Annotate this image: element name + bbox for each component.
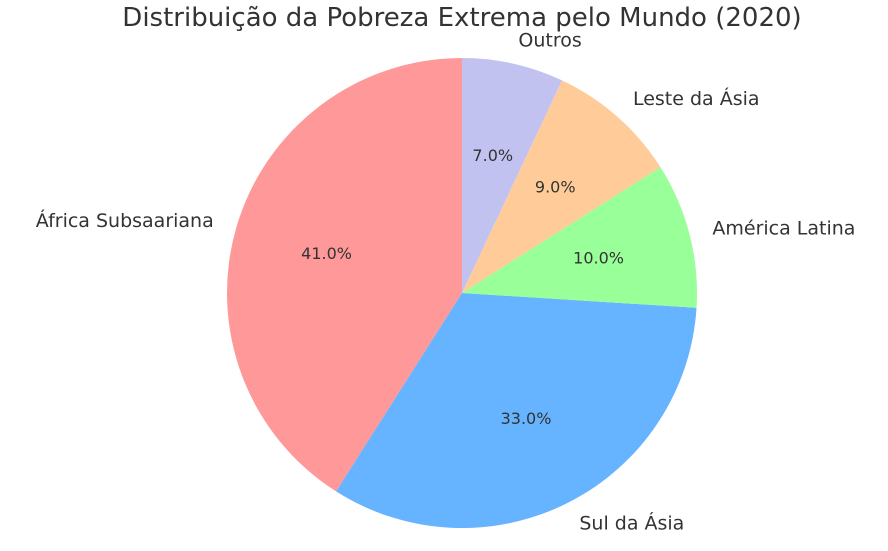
pie-slice	[462, 58, 563, 293]
slice-percent-label: 10.0%	[573, 248, 624, 267]
slice-category-label: Leste da Ásia	[633, 87, 760, 110]
pie-slice	[336, 293, 697, 528]
pie-slice	[227, 58, 462, 492]
slice-percent-label: 33.0%	[501, 409, 552, 428]
slice-category-label: Outros	[518, 30, 581, 52]
pie-slices	[227, 58, 697, 528]
slice-category-label: Sul da Ásia	[579, 511, 684, 534]
slice-category-label: América Latina	[712, 218, 855, 240]
pie-slice	[462, 80, 661, 293]
pie-labels: África Subsaariana 41.0% Sul da Ásia 33.0% A…	[36, 30, 856, 535]
chart-title: Distribuição da Pobreza Extrema pelo Mun…	[122, 3, 802, 33]
slice-category-label: África Subsaariana	[36, 209, 214, 232]
slice-percent-label: 7.0%	[472, 146, 513, 165]
slice-percent-label: 9.0%	[535, 178, 576, 197]
slice-percent-label: 41.0%	[301, 244, 352, 263]
pie-slice	[462, 167, 697, 308]
